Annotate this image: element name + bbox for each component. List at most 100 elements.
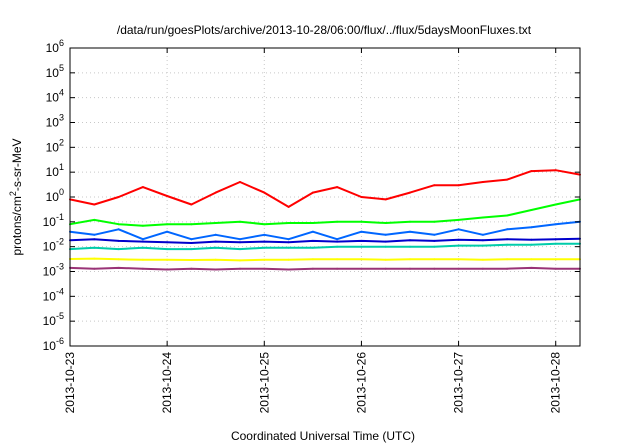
y-tick-exp: -5 (56, 311, 64, 321)
y-axis-title-post: -s-sr-MeV (10, 138, 24, 191)
data-point (93, 246, 96, 249)
data-point (311, 246, 314, 249)
y-axis-title-sup: 2 (8, 191, 18, 196)
data-point (457, 184, 460, 187)
y-tick-base: 10 (46, 140, 60, 154)
data-point (287, 241, 290, 244)
data-point (530, 243, 533, 246)
y-tick-label: 105 (46, 63, 64, 80)
data-point (433, 258, 436, 261)
y-tick-label: 103 (46, 113, 64, 130)
data-point (263, 191, 266, 194)
data-point (481, 216, 484, 219)
data-point (239, 259, 241, 262)
data-point (190, 223, 193, 226)
data-point (506, 214, 509, 217)
data-point (409, 245, 411, 248)
y-tick-base: 10 (43, 339, 57, 353)
data-point (481, 244, 484, 247)
data-point (433, 267, 436, 270)
data-point (239, 248, 241, 251)
data-point (457, 258, 460, 261)
y-tick-exp: -3 (56, 262, 64, 272)
data-point (141, 224, 144, 227)
series-line (69, 237, 581, 244)
data-point (311, 258, 314, 261)
data-point (384, 240, 387, 243)
y-tick-base: 10 (46, 91, 60, 105)
data-point (117, 258, 120, 261)
data-point (457, 238, 460, 241)
data-point (433, 245, 436, 248)
data-point (360, 258, 363, 261)
data-point (336, 186, 339, 189)
y-tick-base: 10 (43, 265, 57, 279)
grid-lines (70, 48, 580, 346)
y-tick-exp: 1 (59, 162, 64, 172)
y-tick-base: 10 (46, 190, 60, 204)
y-tick-label: 104 (46, 88, 64, 105)
y-tick-base: 10 (43, 289, 57, 303)
y-tick-exp: 2 (59, 137, 64, 147)
y-tick-base: 10 (46, 116, 60, 130)
data-point (214, 258, 217, 261)
x-tick-label: 2013-10-24 (160, 352, 174, 414)
data-point (93, 267, 96, 270)
y-tick-exp: 4 (59, 88, 64, 98)
data-point (433, 184, 436, 187)
y-tick-exp: 3 (59, 113, 64, 123)
data-point (506, 258, 509, 261)
y-tick-label: 10-5 (43, 311, 64, 328)
data-point (93, 238, 96, 241)
data-point (433, 239, 436, 242)
data-point (409, 220, 411, 223)
data-point (457, 267, 460, 270)
y-tick-base: 10 (43, 215, 57, 229)
x-axis-title: Coordinated Universal Time (UTC) (231, 429, 415, 443)
data-point (311, 222, 314, 224)
series-lines (69, 169, 581, 271)
y-tick-exp: -1 (56, 212, 64, 222)
y-tick-label: 10-3 (43, 262, 64, 279)
data-point (166, 241, 169, 244)
data-point (263, 240, 266, 243)
data-point (360, 220, 363, 223)
y-tick-base: 10 (46, 41, 60, 55)
x-tick-label: 2013-10-28 (549, 352, 563, 414)
data-point (141, 258, 144, 261)
data-point (384, 233, 387, 236)
chart-title: /data/run/goesPlots/archive/2013-10-28/0… (117, 23, 532, 37)
data-point (506, 238, 509, 241)
y-axis-ticks: 10610510410310210110010-110-210-310-410-… (43, 38, 580, 353)
data-point (166, 223, 169, 226)
data-point (384, 222, 387, 224)
data-point (336, 240, 339, 243)
y-tick-label: 10-1 (43, 212, 64, 229)
x-tick-label: 2013-10-23 (63, 352, 77, 414)
data-point (141, 240, 144, 243)
y-tick-exp: -2 (56, 237, 64, 247)
y-tick-label: 10-4 (43, 286, 64, 303)
data-point (214, 240, 217, 243)
data-point (117, 248, 120, 251)
data-point (214, 233, 217, 236)
data-point (166, 230, 169, 233)
y-tick-exp: 0 (59, 187, 64, 197)
data-point (239, 181, 241, 183)
y-tick-label: 10-6 (43, 336, 64, 353)
data-point (93, 233, 96, 236)
data-point (239, 238, 241, 241)
data-point (506, 243, 509, 246)
data-point (166, 268, 169, 271)
x-tick-label: 2013-10-26 (354, 352, 368, 414)
y-tick-label: 102 (46, 137, 64, 154)
data-point (360, 245, 363, 248)
data-point (141, 186, 144, 189)
data-point (117, 266, 120, 269)
data-point (530, 238, 533, 241)
data-point (409, 258, 411, 261)
data-point (166, 195, 169, 197)
data-point (554, 238, 557, 241)
data-point (457, 218, 460, 221)
